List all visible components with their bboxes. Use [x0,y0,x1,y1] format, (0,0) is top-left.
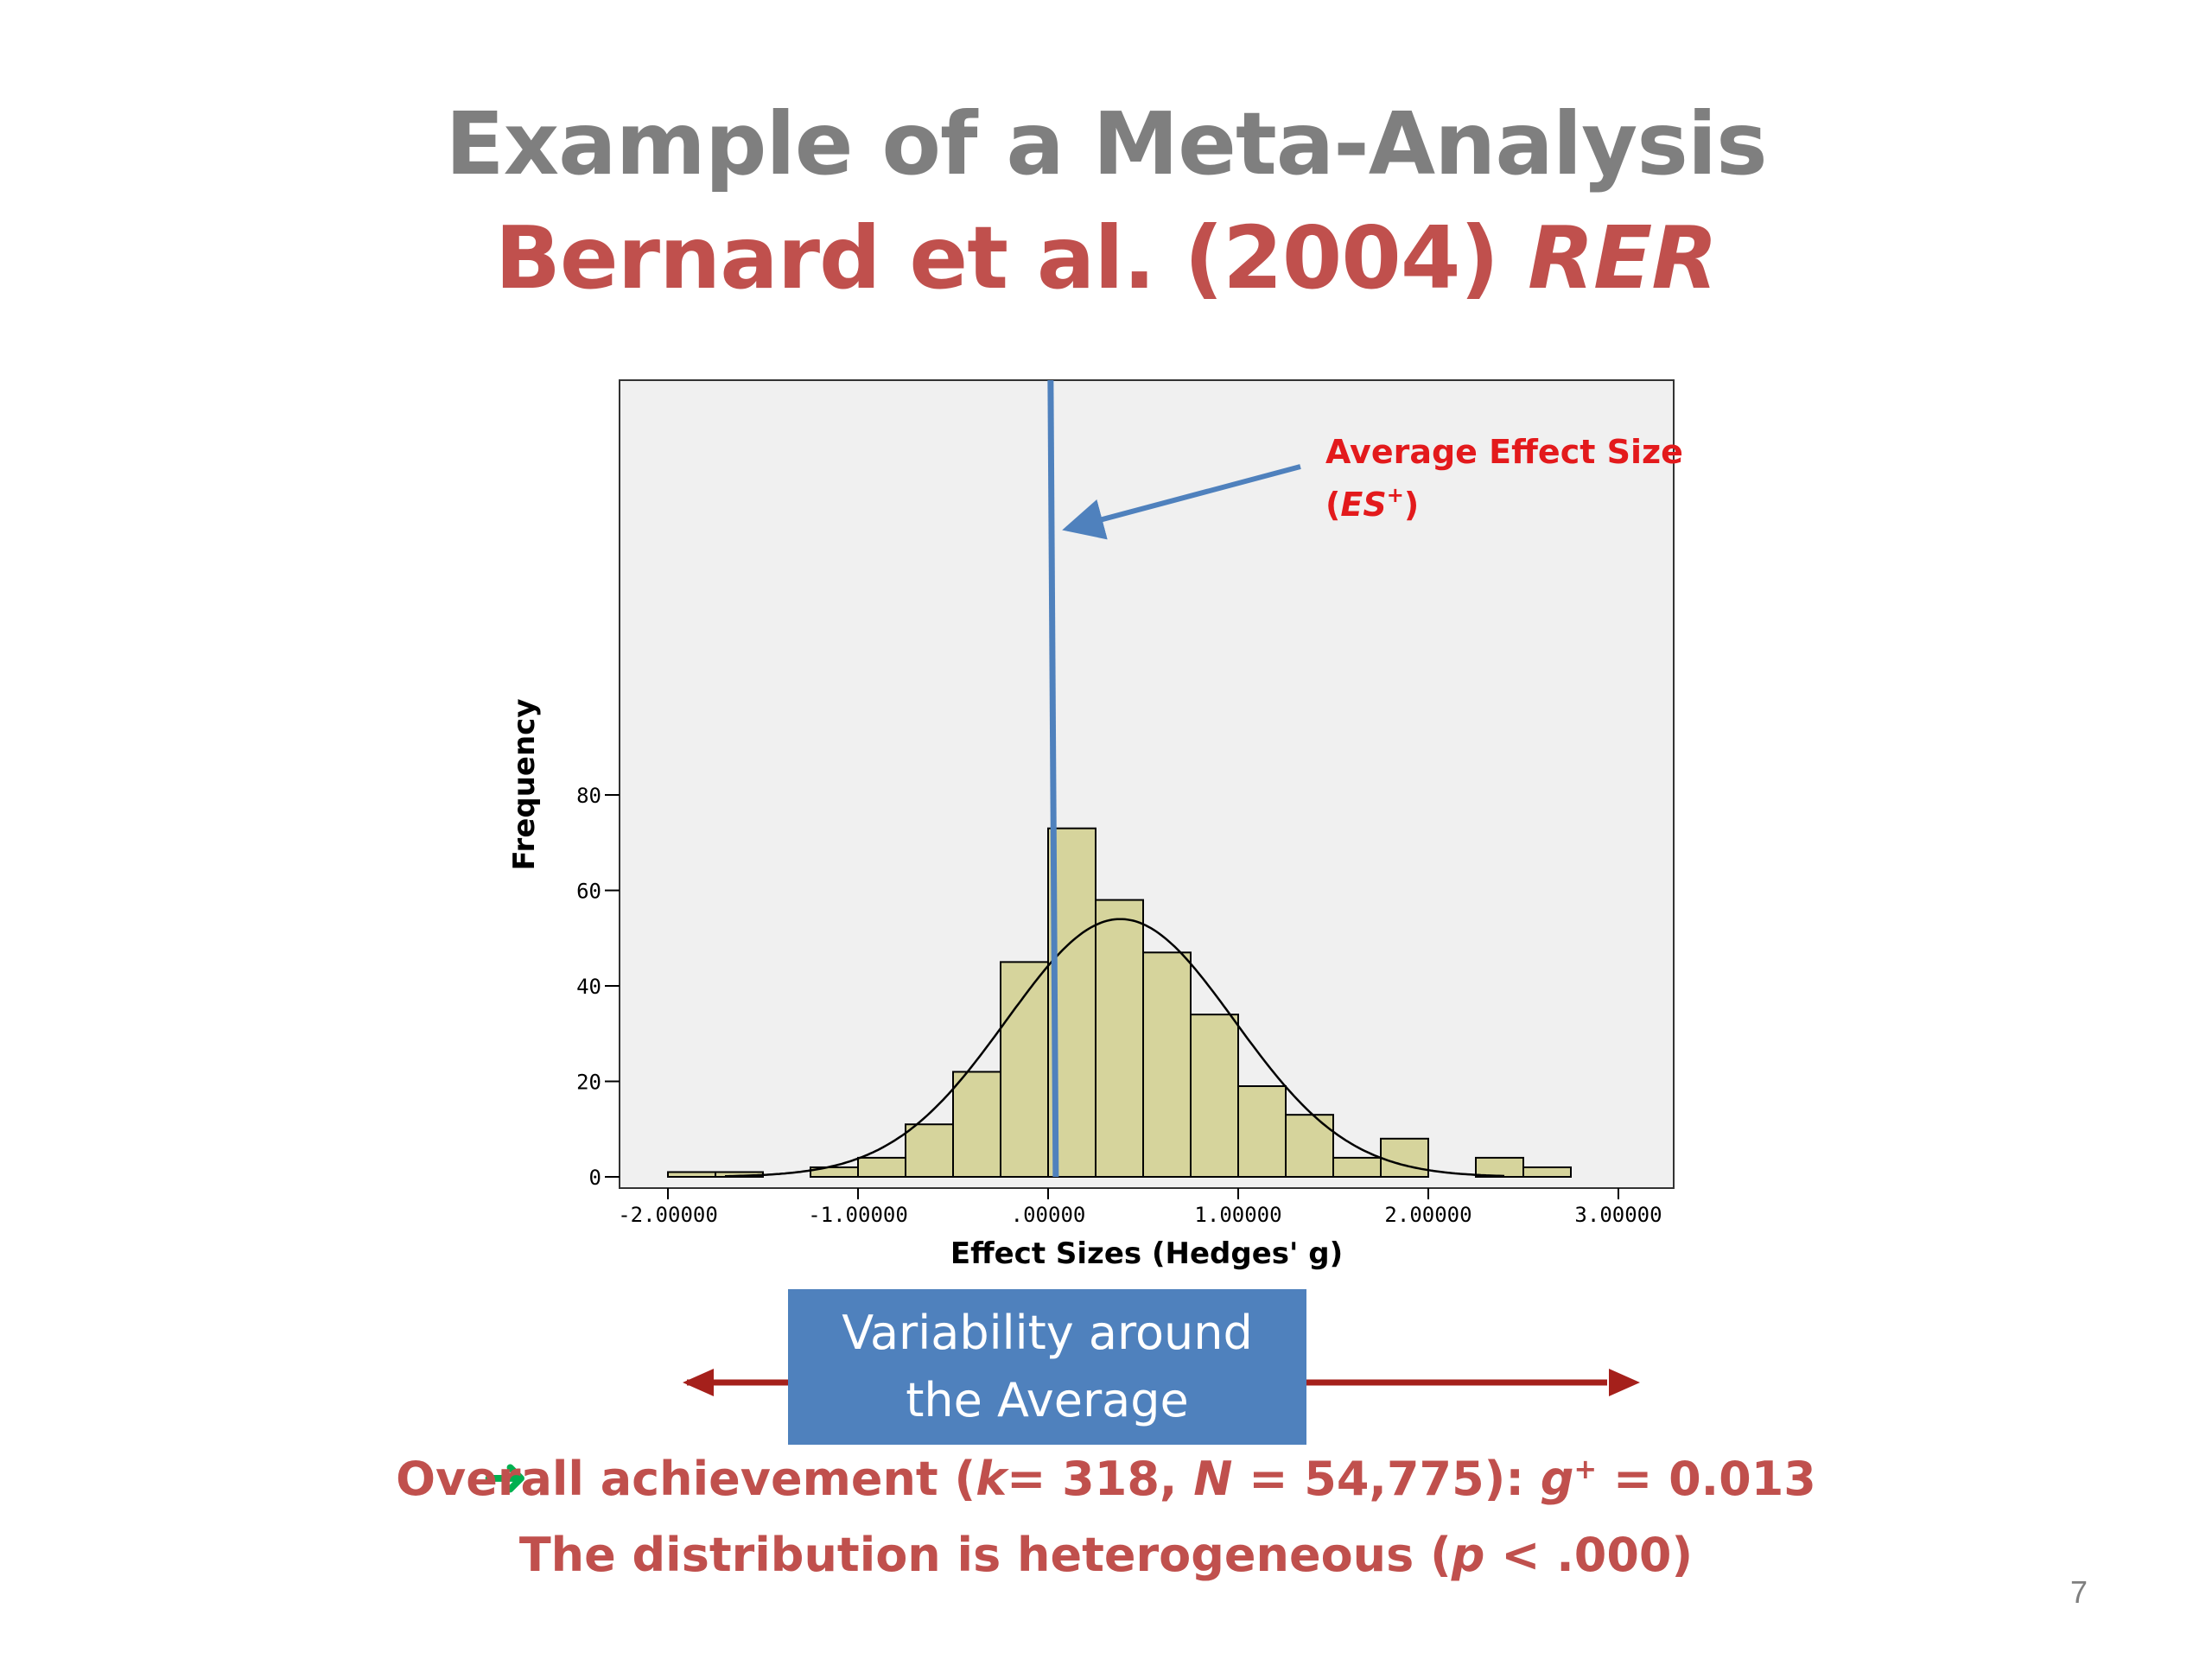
page-number: 7 [2070,1574,2088,1610]
summary1-k: k [976,1452,1007,1506]
slide-title: Example of a Meta-Analysis [445,93,1767,194]
histogram-bar [1237,1085,1287,1179]
annotation-paren-open: ( [1325,486,1340,524]
normal-curve [724,918,1505,1178]
summary2-part: < .000) [1484,1528,1694,1582]
slide-subtitle: Bernard et al. (2004) RER [0,207,2212,308]
y-tick-label: 60 [576,880,601,904]
green-arrow-icon: ➜ [482,1446,529,1508]
summary-overall-achievement: Overall achievement (k= 318, N = 54,775)… [0,1452,2212,1506]
histogram-bar [905,1123,954,1178]
y-tick-label: 80 [576,784,601,808]
subtitle-journal: RER [1527,207,1718,308]
annotation-es-sup: + [1387,483,1404,507]
summary1-n: N [1193,1452,1233,1506]
summary1-g-sup: + [1573,1452,1598,1485]
variability-line1: Variability around [842,1306,1253,1360]
annotation-es: ES [1340,486,1386,524]
summary1-part: = 54,775): [1232,1452,1541,1506]
variability-arrowhead-right [1609,1369,1640,1396]
histogram-bar [1475,1156,1524,1179]
average-effect-line [1047,379,1059,1178]
summary1-g: g [1540,1452,1574,1506]
summary-heterogeneity: The distribution is heterogeneous (p < .… [0,1528,2212,1582]
summary2-p: p [1451,1528,1485,1582]
histogram-bar [1522,1166,1572,1178]
histogram-bar [1190,1014,1239,1179]
variability-box: Variability around the Average [788,1289,1306,1445]
histogram-bar [1380,1137,1429,1179]
annotation-paren-close: ) [1404,486,1419,524]
histogram-bar [1332,1156,1382,1179]
summary2-part: The distribution is heterogeneous ( [518,1528,1452,1582]
histogram-bar [1095,899,1144,1179]
histogram-bar [1142,951,1192,1178]
annotation-label-line1: Average Effect Size [1325,433,1683,471]
variability-line2: the Average [906,1373,1189,1427]
x-tick-label: .00000 [1011,1203,1086,1227]
y-tick-label: 40 [576,975,601,999]
subtitle-citation: Bernard et al. (2004) [494,207,1528,308]
histogram-bar [857,1156,906,1179]
x-axis-label: Effect Sizes (Hedges' g) [950,1236,1343,1271]
summary1-part: Overall achievement ( [396,1452,976,1506]
histogram-bar [952,1071,1001,1178]
histogram-bars [667,827,1572,1179]
y-tick-label: 20 [576,1071,601,1095]
annotation-arrow [1062,464,1301,540]
y-axis-ticks: 0 20 40 60 80 [576,784,620,1190]
annotation-label-line2: (ES+) [1325,483,1419,524]
y-axis-label: Frequency [507,698,542,870]
y-tick-label: 0 [589,1166,601,1190]
x-tick-label: -1.00000 [808,1203,908,1227]
summary1-part: = 318, [1007,1452,1194,1506]
x-tick-label: -2.00000 [618,1203,718,1227]
histogram-bar [667,1171,716,1178]
variability-arrowhead-left [683,1369,714,1396]
x-tick-label: 1.00000 [1194,1203,1281,1227]
x-tick-label: 2.00000 [1384,1203,1471,1227]
histogram-bar [1285,1114,1334,1179]
summary1-part: = 0.013 [1597,1452,1816,1506]
x-axis-ticks: -2.00000 -1.00000 .00000 1.00000 2.00000 3.00… [618,1188,1662,1227]
x-tick-label: 3.00000 [1574,1203,1662,1227]
